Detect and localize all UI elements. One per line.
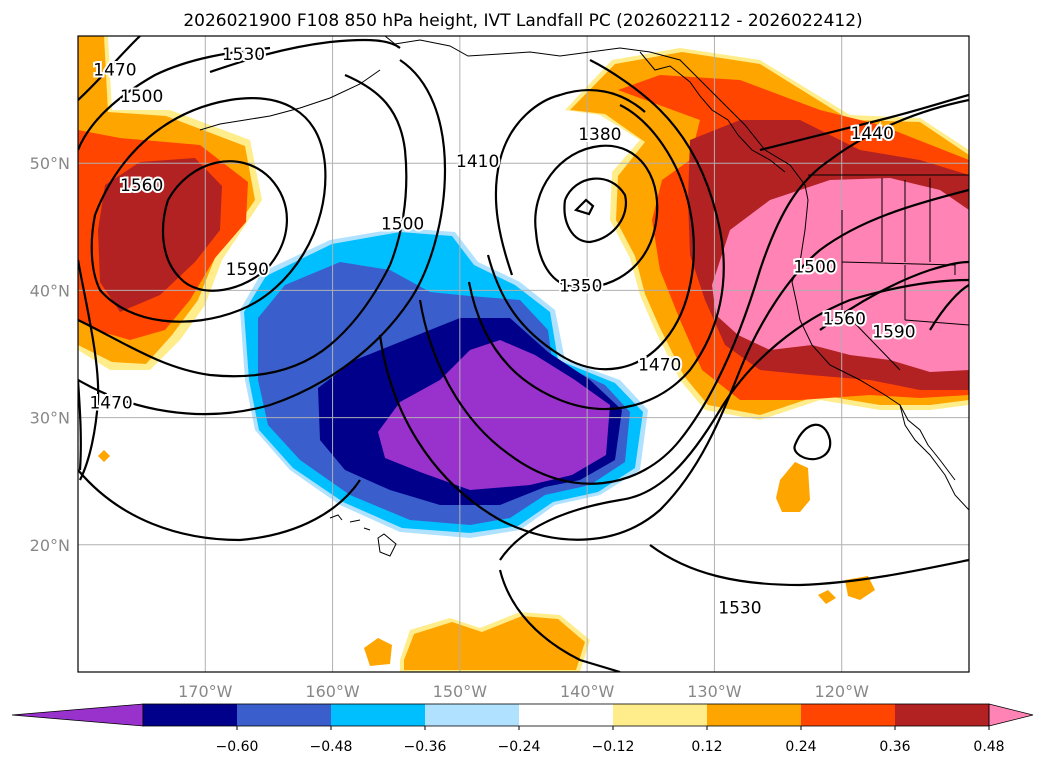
contour-1500-east bbox=[378, 188, 969, 541]
colorbar-label: −0.36 bbox=[404, 739, 447, 755]
state-border-2 bbox=[841, 261, 956, 275]
y-tick-label: 20°N bbox=[30, 536, 70, 555]
contour-1560-east bbox=[819, 260, 969, 331]
contour-1350 bbox=[563, 177, 628, 244]
colorbar-extend-max bbox=[988, 703, 1034, 727]
contour-1530-far-south bbox=[498, 544, 969, 672]
contour-label: 1380 bbox=[578, 125, 621, 145]
contour-1470-west bbox=[78, 259, 100, 481]
contour-label: 1530 bbox=[718, 598, 761, 618]
colorbar-frame bbox=[142, 703, 990, 727]
colorbar-label: −0.60 bbox=[216, 739, 259, 755]
contour-label: 1500 bbox=[120, 87, 163, 107]
contour-1380-low bbox=[573, 198, 595, 216]
colorbar-segment bbox=[707, 704, 802, 726]
contour-label: 1470 bbox=[89, 394, 132, 414]
contour-1560-ridge bbox=[90, 97, 327, 323]
x-tick-label: 170°W bbox=[178, 682, 233, 701]
contour-label: 1470 bbox=[638, 355, 681, 375]
colorbar-segment bbox=[331, 704, 426, 726]
fill-patch-small-2 bbox=[818, 590, 836, 604]
x-tick-label: 140°W bbox=[560, 682, 615, 701]
fill-patch-south-3 bbox=[364, 638, 392, 666]
colorbar-label: −0.48 bbox=[310, 739, 353, 755]
fill-patch-south-2 bbox=[404, 616, 585, 670]
contour-1530-n bbox=[209, 38, 401, 74]
x-tick-label: 120°W bbox=[815, 682, 870, 701]
state-border-4 bbox=[904, 178, 931, 262]
contour-label: 1350 bbox=[559, 277, 602, 297]
contour-label: 1530 bbox=[222, 45, 265, 65]
colorbar-segment bbox=[143, 704, 238, 726]
coast-alaska-panhandle bbox=[639, 51, 786, 173]
coast-hawaii bbox=[329, 514, 397, 557]
contour-1410 bbox=[494, 89, 646, 276]
contour-1500-nw bbox=[78, 46, 271, 151]
coastlines bbox=[199, 36, 969, 557]
contour-label: 1410 bbox=[456, 152, 499, 172]
contour-label: 1440 bbox=[851, 124, 894, 144]
colorbar-segment bbox=[237, 704, 332, 726]
height-contours bbox=[78, 36, 969, 672]
fill-central-pacific-m060 bbox=[378, 340, 610, 490]
map-frame bbox=[77, 35, 970, 673]
colorbar-label: 0.36 bbox=[879, 739, 910, 755]
colorbar-label: −0.12 bbox=[592, 739, 635, 755]
contour-1440-ne bbox=[759, 93, 969, 152]
map-layers: 1470 1500 1530 1560 1590 1500 1410 1380 1350 1470… bbox=[78, 36, 969, 672]
y-tick-label: 50°N bbox=[30, 154, 70, 173]
fill-west-pacific-060 bbox=[98, 158, 222, 312]
colorbar-label: 0.48 bbox=[973, 739, 1004, 755]
contour-label: 1500 bbox=[793, 258, 836, 278]
colorbar-label: −0.24 bbox=[498, 739, 541, 755]
chart-title: 2026021900 F108 850 hPa height, IVT Land… bbox=[183, 11, 862, 31]
y-tick-label: 30°N bbox=[30, 409, 70, 428]
x-tick-label: 150°W bbox=[433, 682, 488, 701]
colorbar-extend-min bbox=[11, 703, 144, 727]
contour-label: 1560 bbox=[823, 310, 866, 330]
colorbar-segment bbox=[613, 704, 708, 726]
contour-1410-low bbox=[486, 104, 695, 371]
colorbar-label: 0.12 bbox=[691, 739, 722, 755]
contour-labels: 1470 1500 1530 1560 1590 1500 1410 1380 1350 1470… bbox=[87, 43, 917, 620]
colorbar-segment bbox=[895, 704, 990, 726]
contour-1530-south bbox=[78, 278, 969, 561]
contour-label: 1560 bbox=[120, 176, 163, 196]
colorbar: −0.60 −0.48 −0.36 −0.24 −0.12 0.12 0.24 0.36 0.4… bbox=[11, 703, 1034, 755]
contour-label: 1590 bbox=[872, 322, 915, 342]
gridlines bbox=[78, 36, 969, 672]
coast-alaska bbox=[384, 36, 809, 201]
fill-patch-small-1 bbox=[845, 576, 875, 600]
contour-1530-closed bbox=[793, 423, 832, 461]
fill-patch-south-4 bbox=[98, 450, 110, 462]
colorbar-segment bbox=[425, 704, 520, 726]
contour-1380 bbox=[534, 144, 659, 289]
fill-patch-east-pacific bbox=[776, 462, 810, 512]
contour-1530-central bbox=[78, 59, 447, 416]
contour-1500-central bbox=[78, 73, 408, 378]
coast-aleutians bbox=[199, 69, 381, 131]
contour-1440-east bbox=[467, 59, 725, 411]
colorbar-segment bbox=[519, 704, 614, 726]
x-tick-label: 130°W bbox=[687, 682, 742, 701]
contour-1470-east bbox=[418, 98, 969, 485]
y-tick-labels: 20°N 30°N 40°N 50°N bbox=[30, 154, 70, 555]
contour-label: 1470 bbox=[93, 60, 136, 80]
contour-1470-nw bbox=[78, 36, 141, 101]
contour-1590-ridge bbox=[161, 160, 289, 292]
coast-baja bbox=[899, 404, 956, 481]
colorbar-segment bbox=[801, 704, 896, 726]
contour-label: 1500 bbox=[381, 214, 424, 234]
x-tick-labels: 170°W 160°W 150°W 140°W 130°W 120°W bbox=[178, 682, 869, 701]
x-tick-label: 160°W bbox=[305, 682, 360, 701]
contour-1590-east bbox=[929, 284, 969, 331]
contour-label: 1590 bbox=[226, 260, 269, 280]
colorbar-label: 0.24 bbox=[785, 739, 816, 755]
y-tick-label: 40°N bbox=[30, 281, 70, 300]
